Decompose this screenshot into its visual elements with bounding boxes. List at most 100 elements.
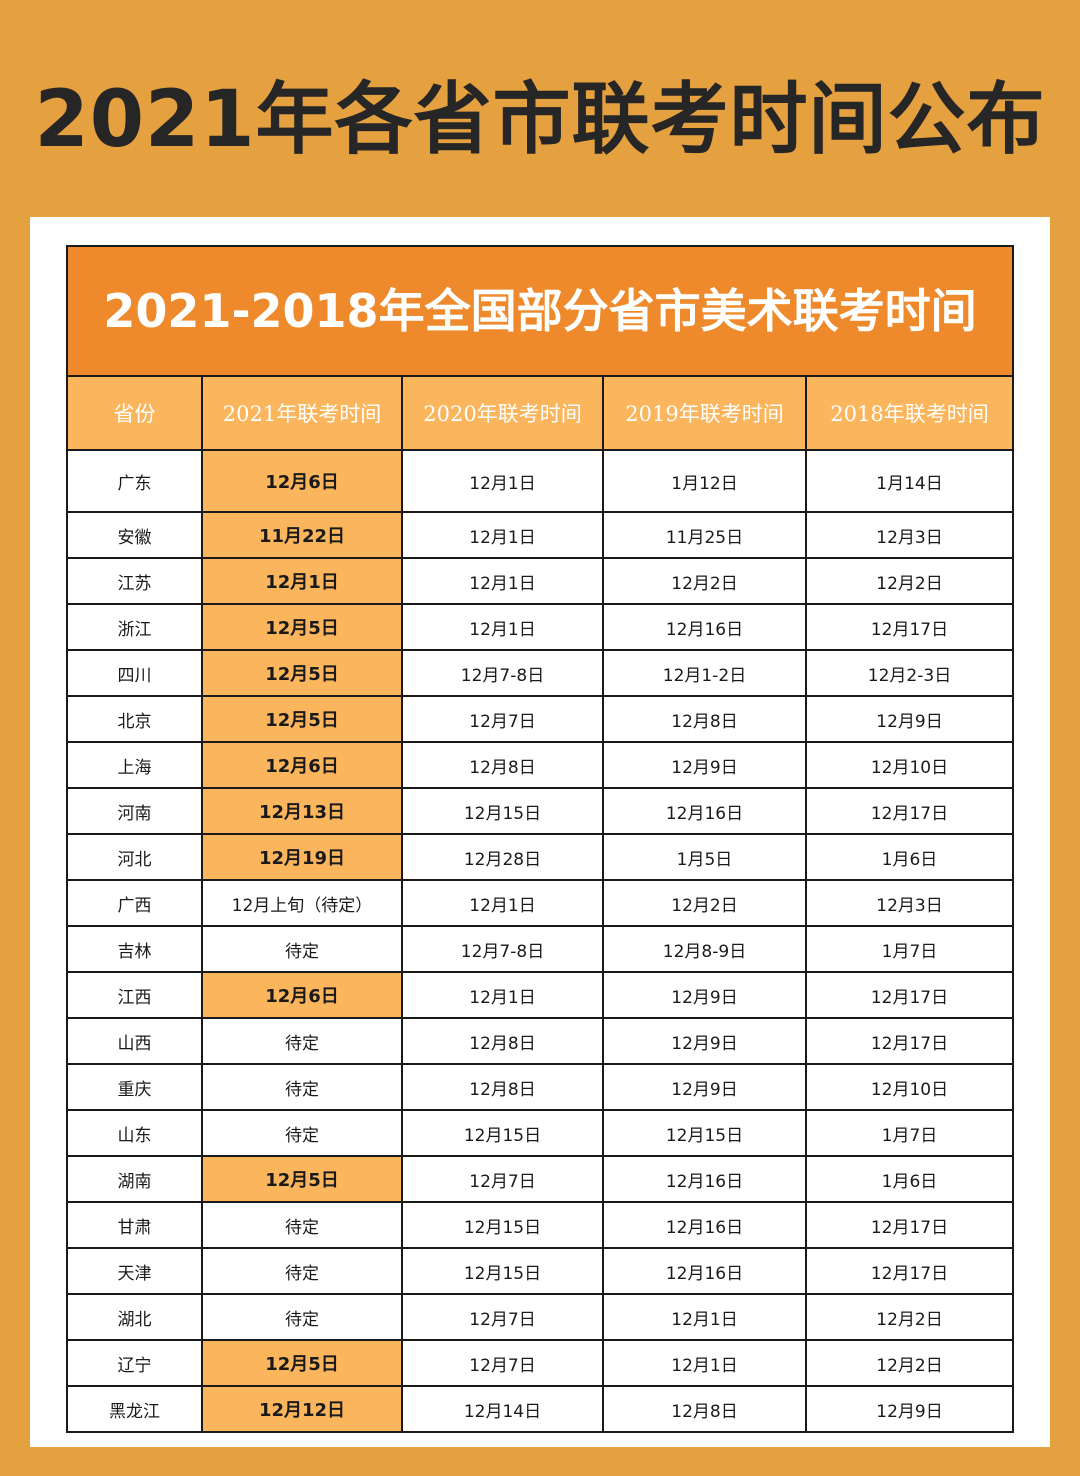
date-2020-cell: 12月8日 [402, 1018, 604, 1065]
header-2021: 2021年联考时间 [202, 377, 403, 451]
date-2021-cell: 12月6日 [202, 742, 403, 789]
date-2019-cell: 12月1日 [603, 1340, 807, 1387]
table-row: 湖北 待定 12月7日 12月1日 12月2日 [68, 1294, 1012, 1341]
date-2018-cell: 12月2日 [806, 1340, 1012, 1387]
date-2020-cell: 12月15日 [402, 1248, 604, 1295]
exam-schedule-table: 2021-2018年全国部分省市美术联考时间 省份 2021年联考时间 2020… [66, 245, 1014, 1433]
province-cell: 吉林 [68, 926, 203, 973]
date-2018-cell: 1月6日 [806, 834, 1012, 881]
date-2020-cell: 12月1日 [402, 604, 604, 651]
table-row: 吉林 待定 12月7-8日 12月8-9日 1月7日 [68, 926, 1012, 973]
date-2021-cell: 12月1日 [202, 558, 403, 605]
date-2019-cell: 12月8-9日 [603, 926, 807, 973]
province-cell: 上海 [68, 742, 203, 789]
date-2018-cell: 12月10日 [806, 742, 1012, 789]
date-2019-cell: 12月1日 [603, 1294, 807, 1341]
table-row: 广西 12月上旬（待定） 12月1日 12月2日 12月3日 [68, 880, 1012, 927]
date-2021-cell: 待定 [202, 1018, 403, 1065]
date-2018-cell: 12月17日 [806, 788, 1012, 835]
date-2021-cell: 待定 [202, 1064, 403, 1111]
date-2019-cell: 12月16日 [603, 788, 807, 835]
province-cell: 北京 [68, 696, 203, 743]
content-card: 2021-2018年全国部分省市美术联考时间 省份 2021年联考时间 2020… [30, 217, 1050, 1447]
province-cell: 浙江 [68, 604, 203, 651]
date-2019-cell: 12月2日 [603, 880, 807, 927]
province-cell: 江西 [68, 972, 203, 1019]
date-2020-cell: 12月28日 [402, 834, 604, 881]
province-cell: 河南 [68, 788, 203, 835]
date-2021-cell: 待定 [202, 1202, 403, 1249]
date-2020-cell: 12月1日 [402, 972, 604, 1019]
date-2019-cell: 12月9日 [603, 972, 807, 1019]
date-2021-cell: 待定 [202, 1248, 403, 1295]
table-row: 辽宁 12月5日 12月7日 12月1日 12月2日 [68, 1340, 1012, 1387]
date-2018-cell: 12月17日 [806, 604, 1012, 651]
date-2021-cell: 12月12日 [202, 1386, 403, 1431]
date-2021-cell: 12月13日 [202, 788, 403, 835]
date-2021-cell: 12月6日 [202, 450, 403, 513]
date-2020-cell: 12月7-8日 [402, 926, 604, 973]
date-2021-cell: 12月6日 [202, 972, 403, 1019]
page-title: 2021年各省市联考时间公布 [34, 75, 1046, 165]
date-2020-cell: 12月7-8日 [402, 650, 604, 697]
date-2018-cell: 12月9日 [806, 696, 1012, 743]
date-2018-cell: 1月7日 [806, 1110, 1012, 1157]
date-2018-cell: 12月17日 [806, 1248, 1012, 1295]
date-2019-cell: 1月5日 [603, 834, 807, 881]
date-2019-cell: 12月8日 [603, 696, 807, 743]
table-row: 四川 12月5日 12月7-8日 12月1-2日 12月2-3日 [68, 650, 1012, 697]
date-2018-cell: 12月17日 [806, 1018, 1012, 1065]
date-2018-cell: 12月9日 [876, 1401, 943, 1422]
date-2019-cell: 11月25日 [603, 512, 807, 559]
date-2019-cell: 12月8日 [603, 1386, 807, 1431]
province-cell: 湖南 [68, 1156, 203, 1203]
date-2019-cell: 12月1-2日 [603, 650, 807, 697]
table-row: 江西 12月6日 12月1日 12月9日 12月17日 [68, 972, 1012, 1019]
header-province: 省份 [68, 377, 203, 451]
date-2020-cell: 12月7日 [402, 696, 604, 743]
table-row: 黑龙江 12月12日 12月14日 12月8日 12月9日 [68, 1386, 1012, 1431]
date-2021-cell: 待定 [202, 1294, 403, 1341]
date-2021-cell: 12月5日 [202, 650, 403, 697]
province-cell: 河北 [68, 834, 203, 881]
province-cell: 山西 [68, 1018, 203, 1065]
header-row: 省份 2021年联考时间 2020年联考时间 2019年联考时间 2018年联考… [68, 377, 1012, 451]
date-2021-cell: 12月5日 [202, 604, 403, 651]
table-row: 湖南 12月5日 12月7日 12月16日 1月6日 [68, 1156, 1012, 1203]
province-cell: 安徽 [68, 512, 203, 559]
table-row: 山西 待定 12月8日 12月9日 12月17日 [68, 1018, 1012, 1065]
date-2020-cell: 12月8日 [402, 1064, 604, 1111]
date-2019-cell: 12月9日 [603, 742, 807, 789]
date-2021-cell: 11月22日 [202, 512, 403, 559]
table-row: 河北 12月19日 12月28日 1月5日 1月6日 [68, 834, 1012, 881]
date-2018-cell: 12月3日 [806, 880, 1012, 927]
date-2018-cell: 12月17日 [806, 972, 1012, 1019]
table-row: 河南 12月13日 12月15日 12月16日 12月17日 [68, 788, 1012, 835]
province-cell: 湖北 [68, 1294, 203, 1341]
table-row: 甘肃 待定 12月15日 12月16日 12月17日 [68, 1202, 1012, 1249]
province-cell: 重庆 [68, 1064, 203, 1111]
province-cell: 黑龙江 [68, 1386, 203, 1431]
date-2019-cell: 12月16日 [603, 1202, 807, 1249]
date-2020-cell: 12月14日 [402, 1386, 604, 1431]
date-2019-cell: 12月2日 [603, 558, 807, 605]
date-2019-cell: 12月16日 [603, 1248, 807, 1295]
date-2021-cell: 待定 [202, 926, 403, 973]
table-row: 上海 12月6日 12月8日 12月9日 12月10日 [68, 742, 1012, 789]
header-2018: 2018年联考时间 [806, 377, 1012, 451]
table-row: 江苏 12月1日 12月1日 12月2日 12月2日 [68, 558, 1012, 605]
date-2018-cell: 12月10日 [806, 1064, 1012, 1111]
header-2020: 2020年联考时间 [402, 377, 604, 451]
date-2019-cell: 12月16日 [603, 604, 807, 651]
date-2018-cell: 1月6日 [806, 1156, 1012, 1203]
date-2018-cell: 12月3日 [806, 512, 1012, 559]
table-title: 2021-2018年全国部分省市美术联考时间 [68, 247, 1012, 377]
date-2021-cell: 12月19日 [202, 834, 403, 881]
table-row: 浙江 12月5日 12月1日 12月16日 12月17日 [68, 604, 1012, 651]
date-2018-cell: 12月17日 [806, 1202, 1012, 1249]
province-cell: 广西 [68, 880, 203, 927]
date-2019-cell: 12月15日 [603, 1110, 807, 1157]
table-row: 天津 待定 12月15日 12月16日 12月17日 [68, 1248, 1012, 1295]
table-row: 山东 待定 12月15日 12月15日 1月7日 [68, 1110, 1012, 1157]
date-2019-cell: 12月16日 [603, 1156, 807, 1203]
